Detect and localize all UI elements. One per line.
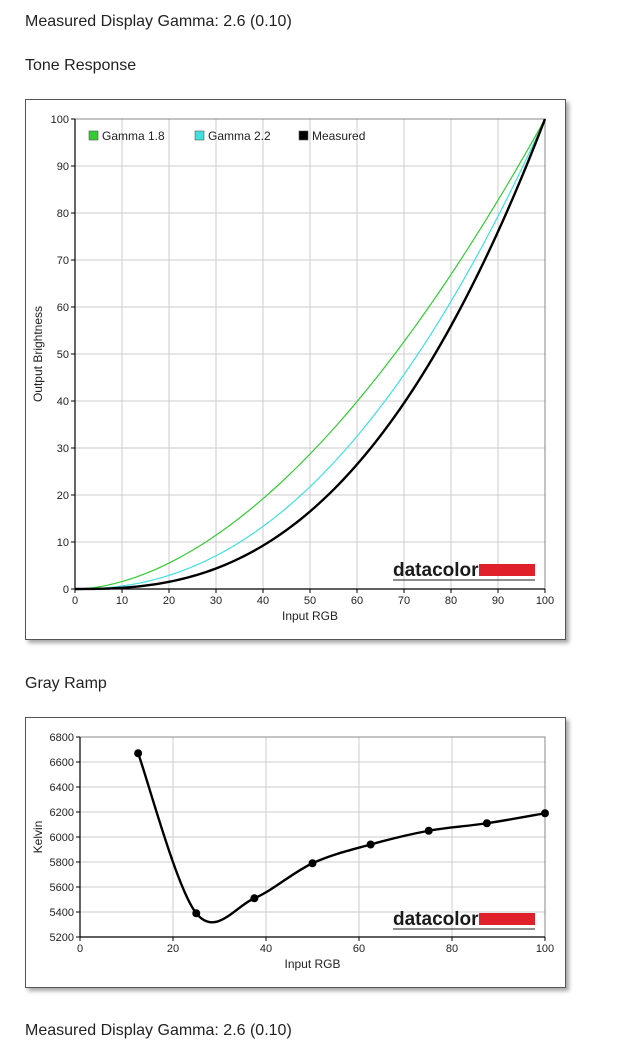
data-point (424, 826, 433, 835)
x-tick-label: 90 (492, 595, 504, 607)
x-tick-label: 20 (167, 943, 179, 955)
datacolor-logo: datacolor (393, 909, 535, 930)
y-tick-label: 40 (57, 396, 69, 408)
x-tick-label: 100 (536, 943, 554, 955)
y-tick-label: 6800 (50, 732, 74, 744)
y-tick-label: 5200 (50, 932, 74, 944)
data-point (250, 894, 259, 903)
x-tick-label: 50 (304, 595, 316, 607)
x-tick-label: 80 (446, 943, 458, 955)
data-point (308, 859, 317, 868)
series-line-kelvin (136, 752, 546, 924)
y-tick-label: 5600 (50, 882, 74, 894)
x-axis-title: Input RGB (282, 609, 338, 623)
x-axis-title: Input RGB (284, 957, 340, 971)
y-tick-label: 50 (57, 349, 69, 361)
x-tick-label: 30 (210, 595, 222, 607)
legend-swatch (194, 130, 205, 141)
x-tick-label: 60 (353, 943, 365, 955)
page-heading-bottom: Measured Display Gamma: 2.6 (0.10) (25, 1022, 292, 1039)
x-tick-label: 10 (116, 595, 128, 607)
x-tick-label: 70 (398, 595, 410, 607)
x-tick-label: 0 (72, 595, 78, 607)
y-tick-label: 80 (57, 208, 69, 220)
tone-response-chart-panel: 0 10 20 30 40 50 60 70 80 90 100 0 10 20 30 40 50 60 70 80 9… (25, 99, 566, 640)
x-tick-label: 40 (260, 943, 272, 955)
x-tick-label: 60 (351, 595, 363, 607)
legend-swatch (298, 130, 309, 141)
gray-ramp-chart: 0 20 40 60 80 100 5200 5400 5600 5800 6000 6200 6400… (31, 732, 554, 971)
data-point (482, 819, 491, 828)
datacolor-logo: datacolor (393, 560, 535, 581)
y-tick-label: 60 (57, 302, 69, 314)
page-heading-top: Measured Display Gamma: 2.6 (0.10) (25, 13, 292, 30)
y-axis-title: Output Brightness (31, 306, 45, 402)
y-axis-title: Kelvin (31, 821, 45, 854)
series-line-measured (75, 118, 547, 591)
datacolor-logo-bar (479, 564, 535, 576)
legend-label: Gamma 2.2 (208, 129, 271, 143)
legend-label: Gamma 1.8 (102, 129, 165, 143)
y-tick-label: 90 (57, 161, 69, 173)
data-point (134, 749, 143, 758)
x-tick-label: 80 (445, 595, 457, 607)
datacolor-logo-text: datacolor (393, 560, 479, 581)
datacolor-logo-bar (479, 913, 535, 925)
series-line-gamma-1-8 (74, 118, 546, 590)
y-tick-label: 30 (57, 443, 69, 455)
y-tick-label: 100 (51, 114, 69, 126)
data-point (366, 840, 375, 849)
y-tick-label: 5400 (50, 907, 74, 919)
data-point (192, 909, 201, 918)
y-tick-label: 5800 (50, 857, 74, 869)
y-tick-label: 6200 (50, 807, 74, 819)
y-tick-label: 0 (63, 584, 69, 596)
tone-response-chart: 0 10 20 30 40 50 60 70 80 90 100 0 10 20 30 40 50 60 70 80 9… (31, 114, 554, 623)
series-line-gamma-2-2 (74, 118, 546, 590)
gray-ramp-chart-panel: 0 20 40 60 80 100 5200 5400 5600 5800 6000 6200 6400… (25, 717, 566, 988)
datacolor-logo-text: datacolor (393, 909, 479, 930)
gray-ramp-title: Gray Ramp (25, 675, 107, 692)
data-point (541, 809, 549, 818)
x-tick-label: 40 (257, 595, 269, 607)
tone-response-title: Tone Response (25, 57, 137, 74)
y-tick-label: 6400 (50, 782, 74, 794)
y-tick-label: 6000 (50, 832, 74, 844)
y-tick-label: 10 (57, 537, 69, 549)
x-tick-label: 20 (163, 595, 175, 607)
legend-label: Measured (312, 129, 365, 143)
y-tick-label: 20 (57, 490, 69, 502)
x-tick-label: 100 (536, 595, 554, 607)
legend-swatch (88, 130, 99, 141)
x-tick-label: 0 (77, 943, 83, 955)
y-tick-label: 6600 (50, 757, 74, 769)
y-tick-label: 70 (57, 255, 69, 267)
